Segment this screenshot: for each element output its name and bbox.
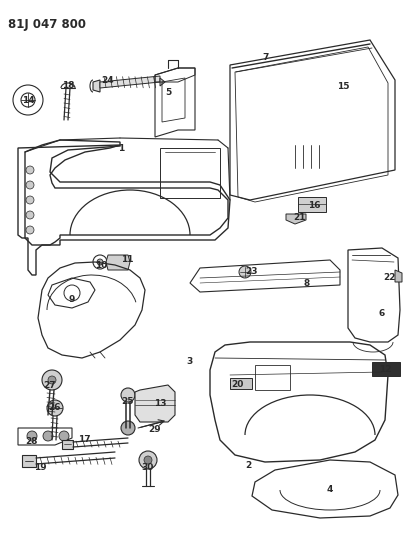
Polygon shape bbox=[106, 255, 130, 270]
Circle shape bbox=[97, 259, 103, 265]
Bar bbox=[62, 440, 73, 449]
Circle shape bbox=[59, 431, 69, 441]
Text: 13: 13 bbox=[153, 400, 166, 408]
Text: 2: 2 bbox=[244, 462, 251, 471]
Polygon shape bbox=[160, 78, 164, 86]
Circle shape bbox=[26, 166, 34, 174]
Circle shape bbox=[26, 196, 34, 204]
Text: 20: 20 bbox=[230, 381, 243, 390]
Text: 15: 15 bbox=[336, 82, 348, 91]
Polygon shape bbox=[394, 270, 401, 282]
Bar bbox=[22, 455, 36, 467]
Text: 25: 25 bbox=[122, 398, 134, 407]
Text: 6: 6 bbox=[378, 309, 384, 318]
Circle shape bbox=[48, 376, 56, 384]
Text: 1: 1 bbox=[117, 143, 124, 152]
Circle shape bbox=[26, 211, 34, 219]
Text: 16: 16 bbox=[307, 201, 320, 211]
Text: 30: 30 bbox=[141, 464, 154, 472]
Text: 26: 26 bbox=[49, 403, 61, 413]
Text: 8: 8 bbox=[303, 279, 309, 287]
Circle shape bbox=[43, 431, 53, 441]
Text: 14: 14 bbox=[21, 95, 34, 104]
Text: 7: 7 bbox=[262, 52, 269, 61]
Circle shape bbox=[139, 451, 157, 469]
Circle shape bbox=[144, 456, 151, 464]
Text: 11: 11 bbox=[120, 255, 133, 264]
Polygon shape bbox=[93, 80, 100, 92]
Text: 10: 10 bbox=[95, 261, 107, 270]
Text: 21: 21 bbox=[293, 214, 305, 222]
Polygon shape bbox=[285, 214, 305, 224]
Circle shape bbox=[27, 431, 37, 441]
Text: 19: 19 bbox=[34, 464, 46, 472]
Bar bbox=[160, 148, 220, 198]
Bar bbox=[254, 365, 289, 390]
Text: 29: 29 bbox=[148, 425, 161, 434]
Text: 22: 22 bbox=[383, 273, 395, 282]
Text: 17: 17 bbox=[77, 435, 90, 445]
Text: 28: 28 bbox=[26, 438, 38, 447]
Text: 12: 12 bbox=[378, 366, 390, 375]
Text: 81J 047 800: 81J 047 800 bbox=[8, 18, 86, 31]
Text: 5: 5 bbox=[164, 87, 171, 96]
Circle shape bbox=[121, 421, 135, 435]
Bar bbox=[297, 197, 325, 212]
Circle shape bbox=[239, 266, 250, 278]
Circle shape bbox=[42, 370, 62, 390]
Polygon shape bbox=[100, 76, 160, 88]
Text: 9: 9 bbox=[68, 295, 75, 304]
Circle shape bbox=[26, 226, 34, 234]
Circle shape bbox=[47, 400, 63, 416]
Text: 27: 27 bbox=[44, 382, 56, 391]
Text: 18: 18 bbox=[62, 80, 74, 90]
Text: 3: 3 bbox=[186, 358, 193, 367]
Bar bbox=[230, 378, 252, 389]
Circle shape bbox=[26, 181, 34, 189]
Text: 4: 4 bbox=[326, 486, 333, 495]
Bar bbox=[371, 362, 399, 376]
Text: 24: 24 bbox=[101, 76, 114, 85]
Circle shape bbox=[121, 388, 135, 402]
Polygon shape bbox=[135, 385, 175, 422]
Text: 23: 23 bbox=[245, 268, 258, 277]
